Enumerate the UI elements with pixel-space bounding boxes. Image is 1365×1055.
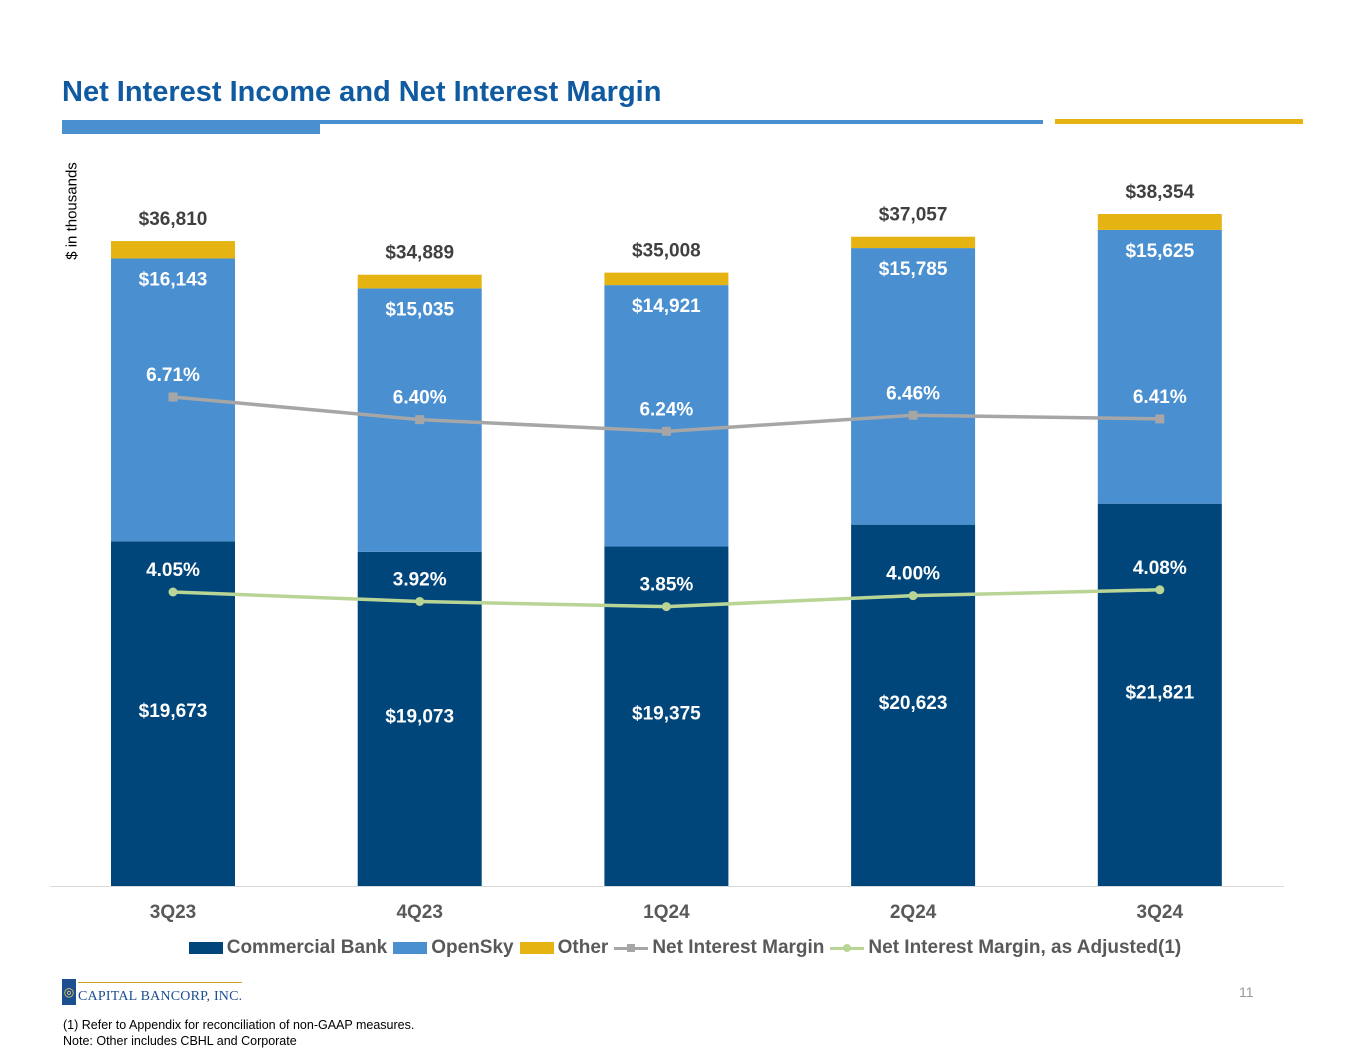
bar-commercial-bank-4Q23 (357, 551, 482, 886)
data-label-commercial-bank-4Q23: $19,073 (385, 706, 454, 727)
data-label-commercial-bank-3Q24: $21,821 (1125, 683, 1194, 704)
data-label-total-4Q23: $34,889 (385, 243, 454, 264)
data-label-opensky-1Q24: $14,921 (632, 296, 701, 317)
chart-legend: Commercial Bank OpenSky Other Net Intere… (0, 937, 1365, 959)
data-label-nim-1Q24: 6.24% (639, 399, 693, 420)
data-label-nim-adjusted-3Q23: 4.05% (146, 560, 200, 581)
data-label-opensky-2Q24: $15,785 (879, 259, 948, 280)
data-label-nim-3Q23: 6.71% (146, 365, 200, 386)
footnotes: (1) Refer to Appendix for reconciliation… (63, 1017, 414, 1049)
title-underline-thick (62, 120, 320, 134)
legend-item-opensky: OpenSky (393, 937, 514, 959)
footnote-non-gaap: (1) Refer to Appendix for reconciliation… (63, 1018, 415, 1032)
logo-text: CAPITAL BANCORP, INC. (78, 989, 243, 1004)
legend-swatch-opensky (393, 942, 428, 954)
bar-commercial-bank-2Q24 (851, 524, 976, 886)
bar-other-3Q23 (111, 241, 235, 259)
bar-opensky-2Q24 (851, 248, 976, 525)
marker-nim-1Q24 (661, 426, 671, 436)
data-label-total-3Q24: $38,354 (1125, 182, 1194, 203)
legend-swatch-nim (614, 941, 649, 955)
marker-nim-adjusted-3Q24 (1155, 585, 1165, 595)
legend-swatch-other (519, 942, 554, 954)
data-label-opensky-4Q23: $15,035 (385, 299, 454, 320)
title-underline-blue (320, 120, 1043, 124)
data-label-total-2Q24: $37,057 (879, 205, 948, 226)
legend-label-commercial-bank: Commercial Bank (226, 937, 388, 958)
bar-opensky-1Q24 (604, 285, 729, 547)
legend-label-nim: Net Interest Margin (652, 937, 825, 958)
x-tick-label-3Q23: 3Q23 (150, 902, 196, 923)
data-label-opensky-3Q23: $16,143 (139, 269, 208, 290)
data-label-nim-3Q24: 6.41% (1133, 387, 1187, 408)
logo-swirl-icon: ◎ (62, 979, 76, 1005)
marker-nim-4Q23 (415, 415, 425, 425)
data-label-opensky-3Q24: $15,625 (1125, 241, 1194, 262)
x-tick-label-3Q24: 3Q24 (1137, 902, 1184, 923)
x-tick-label-1Q24: 1Q24 (643, 902, 690, 923)
bar-commercial-bank-3Q23 (111, 541, 235, 886)
data-label-total-3Q23: $36,810 (139, 209, 208, 230)
data-label-commercial-bank-2Q24: $20,623 (879, 693, 948, 714)
data-label-nim-2Q24: 6.46% (886, 383, 940, 404)
legend-swatch-commercial-bank (188, 942, 223, 954)
legend-label-opensky: OpenSky (431, 937, 514, 958)
legend-swatch-nim-adjusted (830, 941, 865, 955)
data-label-nim-adjusted-1Q24: 3.85% (639, 575, 693, 596)
legend-label-other: Other (557, 937, 609, 958)
legend-item-other: Other (519, 937, 609, 959)
marker-nim-2Q24 (908, 410, 918, 420)
legend-item-commercial-bank: Commercial Bank (188, 937, 388, 959)
footnote-other: Note: Other includes CBHL and Corporate (63, 1034, 297, 1048)
data-label-total-1Q24: $35,008 (632, 241, 701, 262)
bar-other-4Q23 (357, 274, 482, 289)
data-label-commercial-bank-1Q24: $19,375 (632, 704, 701, 725)
data-label-nim-adjusted-3Q24: 4.08% (1133, 558, 1187, 579)
bar-other-1Q24 (604, 272, 729, 286)
company-logo: ◎ CAPITAL BANCORP, INC. (62, 979, 243, 1005)
marker-nim-adjusted-1Q24 (661, 602, 671, 612)
x-tick-label-2Q24: 2Q24 (890, 902, 937, 923)
marker-nim-3Q23 (168, 392, 178, 402)
x-tick-label-4Q23: 4Q23 (396, 902, 442, 923)
marker-nim-adjusted-2Q24 (908, 591, 918, 601)
marker-nim-3Q24 (1155, 414, 1165, 424)
marker-nim-adjusted-4Q23 (415, 596, 425, 606)
bar-opensky-3Q24 (1097, 229, 1222, 504)
legend-label-nim-adjusted: Net Interest Margin, as Adjusted(1) (868, 937, 1182, 958)
bar-commercial-bank-3Q24 (1097, 503, 1222, 886)
legend-item-nim: Net Interest Margin (614, 937, 824, 959)
data-label-commercial-bank-3Q23: $19,673 (139, 701, 208, 722)
data-label-nim-adjusted-2Q24: 4.00% (886, 564, 940, 585)
bar-other-3Q24 (1097, 214, 1222, 230)
bar-other-2Q24 (851, 236, 976, 249)
page-number: 11 (1239, 984, 1254, 1000)
title-underline-gold (1055, 119, 1303, 124)
legend-item-nim-adjusted: Net Interest Margin, as Adjusted(1) (830, 937, 1181, 959)
marker-nim-adjusted-3Q23 (168, 587, 178, 597)
page-title: Net Interest Income and Net Interest Mar… (62, 76, 662, 108)
data-label-nim-4Q23: 6.40% (393, 388, 447, 409)
data-label-nim-adjusted-4Q23: 3.92% (393, 569, 447, 590)
